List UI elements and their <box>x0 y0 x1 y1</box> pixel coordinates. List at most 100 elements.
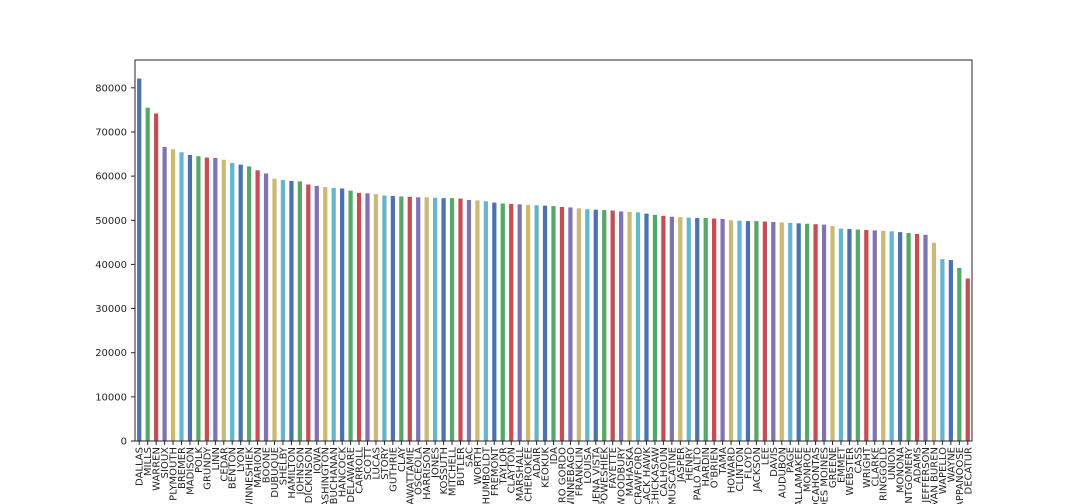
x-tick-label: POTTAWATTAMIE <box>405 447 416 504</box>
bar <box>830 225 835 441</box>
x-tick-label: WRIGHT <box>862 446 873 488</box>
x-tick-label: DELAWARE <box>346 447 357 503</box>
bar <box>881 230 886 441</box>
x-tick-label: JASPER <box>676 447 687 483</box>
bar <box>187 154 193 441</box>
bar <box>272 178 277 442</box>
bar <box>373 194 379 441</box>
x-tick-label: MONONA <box>896 447 907 493</box>
bar <box>965 278 970 441</box>
x-tick-label: CALHOUN <box>659 447 670 497</box>
x-tick-label: BUCHANAN <box>329 447 340 504</box>
bar <box>906 233 911 441</box>
bar <box>365 193 370 441</box>
bar <box>771 222 776 441</box>
bar <box>399 196 404 441</box>
x-tick-label: LYON <box>236 447 247 472</box>
x-tick-label: BENTON <box>228 447 239 489</box>
x-tick-label: GRUNDY <box>202 446 213 490</box>
x-tick-label: FRANKLIN <box>574 447 585 496</box>
x-tick-label: BREMER <box>177 447 188 489</box>
x-tick-label: LEE <box>760 447 771 465</box>
x-tick-label: MADISON <box>185 447 196 495</box>
bar <box>196 156 201 441</box>
x-tick-label: DUBUQUE <box>270 447 281 498</box>
x-tick-label: HOWARD <box>727 447 738 494</box>
x-tick-label: MARSHALL <box>515 447 526 502</box>
bar <box>762 221 767 441</box>
bar <box>306 184 311 441</box>
x-tick-label: CLARKE <box>870 447 881 486</box>
x-tick-label: MUSCATINE <box>667 447 678 504</box>
y-tick-label: 30000 <box>95 304 127 315</box>
bar <box>517 204 522 441</box>
x-tick-label: CLAY <box>397 446 408 472</box>
x-tick-label: CASS <box>853 447 864 474</box>
x-tick-label: MILLS <box>143 447 154 476</box>
x-tick-label: HENRY <box>684 446 695 481</box>
x-tick-label: ADAMS <box>913 447 924 483</box>
x-tick-label: AUDUBON <box>777 447 788 498</box>
y-tick-label: 60000 <box>95 172 127 183</box>
bar <box>619 211 624 441</box>
bar <box>948 259 953 441</box>
x-tick-label: HANCOCK <box>338 447 349 498</box>
x-tick-label: JACKSON <box>752 447 763 493</box>
bar <box>695 218 700 441</box>
bar <box>247 166 252 441</box>
bar <box>568 207 573 441</box>
x-tick-label: MONROE <box>803 447 814 492</box>
x-tick-label: IOWA <box>312 447 323 474</box>
bar <box>433 197 438 441</box>
bar <box>923 234 928 441</box>
bar <box>627 211 632 441</box>
bar <box>542 205 548 441</box>
x-tick-label: VAN BUREN <box>929 447 940 504</box>
bar <box>847 229 852 441</box>
bar <box>289 180 294 441</box>
x-tick-label: SIOUX <box>160 447 171 478</box>
bar <box>838 228 844 441</box>
x-tick-label: TAMA <box>718 447 729 476</box>
bar <box>635 212 641 441</box>
y-tick-label: 40000 <box>95 260 127 271</box>
x-tick-label: LUCAS <box>371 447 382 480</box>
x-tick-label: DALLAS <box>135 447 146 486</box>
bar <box>914 233 920 441</box>
bar <box>441 198 446 441</box>
x-tick-label: CHEROKEE <box>524 447 535 502</box>
x-tick-label: CHICKASAW <box>650 447 661 504</box>
x-tick-label: CRAWFORD <box>634 447 645 504</box>
x-tick-label: PLYMOUTH <box>169 447 180 501</box>
x-tick-label: JOHNSON <box>295 447 306 496</box>
bar <box>576 208 581 441</box>
x-tick-label: WAYNE <box>946 447 957 482</box>
bar <box>492 202 497 441</box>
bar <box>500 203 505 441</box>
bar <box>610 210 615 441</box>
bar <box>745 221 751 441</box>
bar <box>263 173 269 441</box>
bar <box>137 78 142 441</box>
x-tick-label: SHELBY <box>278 446 289 485</box>
bar <box>340 188 345 441</box>
bar <box>509 203 514 441</box>
bar <box>280 180 286 441</box>
bar <box>931 242 937 441</box>
bar <box>154 113 159 441</box>
bar <box>669 216 674 441</box>
y-tick-label: 80000 <box>95 83 127 94</box>
x-tick-label: DAVIS <box>769 447 780 477</box>
x-tick-label: KEOKUK <box>541 447 552 488</box>
x-tick-label: HAMILTON <box>287 447 298 499</box>
x-tick-label: WAPELLO <box>938 447 949 494</box>
bar <box>898 232 903 441</box>
axes-frame <box>134 59 973 442</box>
x-tick-label: LINN <box>211 447 222 470</box>
bar <box>204 157 209 441</box>
bar <box>534 205 539 441</box>
bar <box>221 159 226 441</box>
x-tick-label: WINNESHIEK <box>245 447 256 504</box>
y-tick-label: 10000 <box>95 392 127 403</box>
bar <box>737 220 742 441</box>
